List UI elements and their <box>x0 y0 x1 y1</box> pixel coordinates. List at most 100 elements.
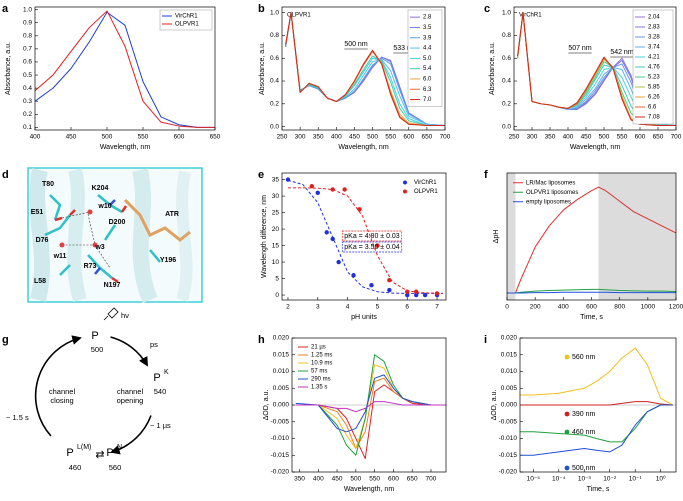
y-tick-label: 0.6 <box>23 59 32 66</box>
residue-label: D76 <box>36 237 49 244</box>
x-tick-label: 700 <box>440 134 451 141</box>
data-point <box>405 292 410 298</box>
series-line <box>295 401 446 413</box>
legend-label: 21 µs <box>311 345 326 351</box>
x-tick-label: 2 <box>286 304 290 311</box>
x-tick-label: 550 <box>385 134 396 141</box>
plot-frame <box>506 172 677 301</box>
y-tick-label: 1.0 <box>23 6 32 13</box>
y-tick-label: 0.8 <box>23 33 32 40</box>
legend-label: 6.6 <box>648 105 657 111</box>
legend-label: LR/Mac liposomes <box>526 180 575 186</box>
y-tick-label: 0.6 <box>502 55 511 62</box>
state-label: P <box>106 447 113 459</box>
series-line <box>507 291 676 294</box>
x-tick-label: 1000 <box>641 304 656 311</box>
legend-label: 6.3 <box>423 87 432 93</box>
plot-frame <box>513 6 677 131</box>
panel-label: f <box>484 169 488 181</box>
x-tick-label: 500 <box>102 134 113 141</box>
shaded-region <box>598 173 676 300</box>
panel-label: c <box>484 3 490 15</box>
legend-label: 2.83 <box>648 25 660 31</box>
data-point <box>369 282 374 288</box>
data-point <box>315 190 320 195</box>
light-label: hν <box>121 311 129 320</box>
state-label: P <box>66 447 73 459</box>
y-tick-label: 0.1 <box>23 124 32 131</box>
x-tick-label: 10⁰ <box>656 475 666 483</box>
legend-label: OLPVR1 liposomes <box>526 190 578 196</box>
x-tick-label: 500 <box>367 134 378 141</box>
panel-label: d <box>2 169 9 181</box>
plot-frame <box>34 6 216 131</box>
residue-label: ATR <box>165 211 179 218</box>
y-tick-label: 0.4 <box>23 85 32 92</box>
series-line <box>295 384 446 460</box>
chart-panel: e 2 3 4 5 6 7 0 5 10 15 20 25 30 35 pH units Wavelength … <box>258 169 447 321</box>
y-tick-label: 0.005 <box>501 385 518 392</box>
x-tick-label: 550 <box>369 476 380 483</box>
residue-label: T80 <box>42 181 54 188</box>
chart-panel: h 350 400 450 500 550 600 650 700 0.020 0.015 0.010… <box>258 334 447 493</box>
annotation: 507 nm <box>568 45 592 52</box>
legend-label: 1.25 ms <box>311 353 332 359</box>
legend-label: 290 ms <box>311 377 331 383</box>
plot-frame <box>281 172 447 301</box>
y-axis-label: Absorbance, a.u. <box>489 42 496 95</box>
y-tick-label: 0.000 <box>273 402 290 409</box>
x-tick-label: 600 <box>403 134 414 141</box>
data-point <box>357 207 362 212</box>
y-tick-label: 0.010 <box>273 368 290 375</box>
oxygen-atoms <box>54 205 128 284</box>
residue-label: D200 <box>109 219 126 226</box>
residue-label: N197 <box>104 282 121 289</box>
legend-marker <box>564 429 570 435</box>
legend-label: 6.26 <box>648 95 660 101</box>
x-tick-label: 450 <box>332 476 343 483</box>
x-tick-label: 350 <box>294 476 305 483</box>
x-tick-label: 800 <box>614 304 625 311</box>
legend-label: 3.9 <box>423 35 432 41</box>
legend-marker <box>564 411 570 417</box>
legend-label: 4.4 <box>423 46 432 52</box>
step-label: opening <box>117 396 144 405</box>
x-tick-label: 350 <box>545 134 556 141</box>
legend-label: 3.28 <box>648 35 660 41</box>
x-tick-label: 600 <box>388 476 399 483</box>
panel-label: b <box>258 3 265 15</box>
x-tick-label: 1200 <box>669 304 683 311</box>
y-tick-label: 0.2 <box>502 101 511 108</box>
shaded-region <box>507 173 516 300</box>
legend-label: 5.0 <box>423 56 432 62</box>
plot-title: OLPVR1 <box>287 13 311 19</box>
x-tick-label: 400 <box>30 134 41 141</box>
y-tick-label: 0.015 <box>273 351 290 358</box>
y-tick-label: 0.3 <box>23 98 32 105</box>
legend-label: OLPVR1 <box>175 22 199 28</box>
y-tick-label: 0.4 <box>502 78 511 85</box>
y-tick-label: 15 <box>272 242 280 249</box>
y-tick-label: 0.010 <box>501 368 518 375</box>
y-tick-label: -0.005 <box>499 418 518 425</box>
x-tick-label: 400 <box>558 304 569 311</box>
x-tick-label: 600 <box>174 134 185 141</box>
y-tick-label: 0.6 <box>270 55 279 62</box>
x-tick-label: 700 <box>671 134 682 141</box>
data-point <box>351 273 356 278</box>
step-label: channel <box>117 387 144 396</box>
y-tick-label: 0.8 <box>270 32 279 39</box>
legend-label: 460 nm <box>572 429 596 436</box>
legend-label: 3.5 <box>423 25 432 31</box>
y-tick-label: 5 <box>275 275 279 282</box>
y-tick-label: -0.010 <box>499 435 518 442</box>
y-axis-label: ΔpH <box>493 230 500 244</box>
structure-image <box>27 167 203 303</box>
data-point <box>387 287 392 293</box>
x-tick-label: 3 <box>316 304 320 311</box>
y-tick-label: 20 <box>272 226 280 233</box>
x-tick-label: 700 <box>426 476 437 483</box>
series-line <box>520 401 673 406</box>
chart-panel: i 10⁻⁵ 10⁻⁴ 10⁻³ 10⁻² 10⁻¹ 10⁰ 0.020 0.015 0.010 0… <box>484 334 677 493</box>
y-tick-label: 0.2 <box>23 111 32 118</box>
